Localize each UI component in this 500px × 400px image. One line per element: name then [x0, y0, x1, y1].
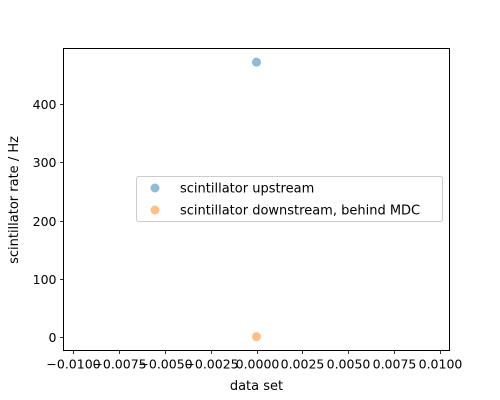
data-point-series-1: [252, 332, 261, 342]
y-tick-label: 400: [33, 97, 57, 112]
legend-box: [136, 176, 443, 222]
x-tick-label: 0.0000: [236, 357, 280, 372]
x-tick-label: −0.0050: [138, 357, 192, 372]
x-axis-label: data set: [230, 379, 283, 394]
y-axis-label: scintillator rate / Hz: [7, 136, 22, 264]
x-tick-label: 0.0050: [327, 357, 371, 372]
x-tick-label: 0.0025: [281, 357, 325, 372]
legend-marker-upstream: [150, 183, 160, 193]
y-tick-label: 0: [49, 330, 57, 345]
plot-area-frame: [63, 48, 450, 351]
legend: scintillator upstream scintillator downs…: [136, 176, 443, 222]
legend-marker-downstream: [150, 205, 160, 215]
y-tick-label: 300: [33, 155, 57, 170]
legend-entry-upstream: scintillator upstream: [180, 182, 314, 197]
x-tick-label: 0.0100: [419, 357, 463, 372]
y-axis-ticks: 0 100 200 300 400: [33, 97, 64, 345]
legend-entry-downstream: scintillator downstream, behind MDC: [180, 204, 420, 219]
x-tick-label: −0.0075: [92, 357, 146, 372]
x-tick-label: 0.0075: [373, 357, 417, 372]
data-points: [252, 57, 261, 342]
data-point-series-0: [252, 57, 261, 67]
x-tick-label: −0.0100: [46, 357, 100, 372]
y-tick-label: 200: [33, 214, 57, 229]
y-tick-label: 100: [33, 272, 57, 287]
x-tick-label: −0.0025: [184, 357, 238, 372]
